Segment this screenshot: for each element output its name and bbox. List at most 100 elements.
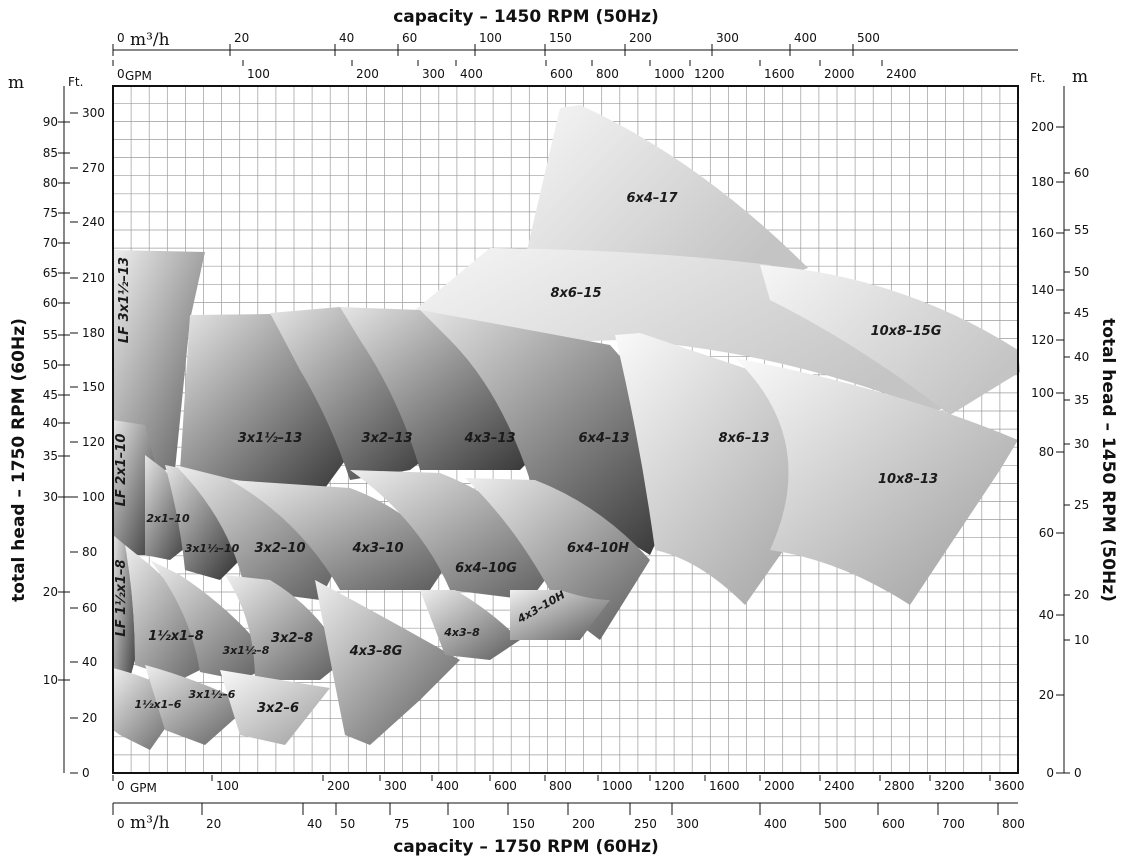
- bottom-gpm-label: 800: [549, 779, 572, 793]
- pump-label: 3x2–8: [271, 631, 313, 646]
- bottom-m3h-label: 0: [117, 817, 125, 831]
- right-ft-label: 140: [1031, 283, 1054, 297]
- right-m-label: 60: [1074, 166, 1089, 180]
- left-ft-label: 180: [82, 326, 105, 340]
- pump-label: 1½x1–6: [135, 698, 182, 711]
- right-m-label: 50: [1074, 265, 1089, 279]
- pump-regions: [113, 105, 1020, 750]
- right-ft-label: 180: [1031, 175, 1054, 189]
- left-ft-label: 300: [82, 106, 105, 120]
- right-ft-label: 100: [1031, 386, 1054, 400]
- region-4x3-13: [340, 307, 550, 470]
- left-ft-label: 270: [82, 161, 105, 175]
- region-4x3-8: [420, 590, 520, 660]
- top-m3h-label: 60: [402, 31, 417, 45]
- left-ft-label: 20: [82, 711, 97, 725]
- bottom-m3h-label: 40: [307, 817, 322, 831]
- top-m3h-label: 20: [234, 31, 249, 45]
- pump-label: LF 2x1–10: [114, 434, 129, 507]
- top-m3h-label: 40: [339, 31, 354, 45]
- title-top: capacity – 1450 RPM (50Hz): [393, 7, 659, 27]
- bottom-m3h-label: 50: [340, 817, 355, 831]
- right-ft-label: 200: [1031, 120, 1054, 134]
- plot-frame: [112, 85, 1019, 774]
- left-ft-label: 150: [82, 380, 105, 394]
- pump-label: 4x3–8G: [349, 644, 403, 659]
- bottom-gpm-label: 3600: [994, 779, 1025, 793]
- bottom-m3h-label: 500: [824, 817, 847, 831]
- bottom-m3h-label: 100: [452, 817, 475, 831]
- region-3x1-5-6: [145, 665, 250, 745]
- bottom-m3h-label: 200: [572, 817, 595, 831]
- bottom-m3h-label: 700: [942, 817, 965, 831]
- region-3x1-5-10: [165, 465, 240, 580]
- left-ft-label: 0: [82, 766, 90, 780]
- bottom-m3h-label: 250: [634, 817, 657, 831]
- left-m-label: 45: [43, 388, 58, 402]
- left-m-label: 40: [43, 416, 58, 430]
- region-10x8-15g: [760, 265, 1020, 415]
- bottom-m3h-label: 400: [764, 817, 787, 831]
- pump-label: LF 1½x1–8: [114, 559, 129, 636]
- region-4x3-10: [230, 480, 450, 590]
- region-4x3-8g: [315, 580, 460, 745]
- bottom-gpm-label: 1200: [654, 779, 685, 793]
- right-m-label: 45: [1074, 306, 1089, 320]
- right-m-label: 55: [1074, 223, 1089, 237]
- left-m-label: 10: [43, 673, 58, 687]
- pump-label: 10x8–13: [878, 472, 938, 487]
- ylabel-left: total head – 1750 RPM (60Hz): [9, 318, 29, 602]
- right-m-label: 0: [1074, 766, 1082, 780]
- unit-gpm-top: GPM: [125, 69, 152, 83]
- right-ft-label: 40: [1039, 608, 1054, 622]
- pump-label: 8x6–15: [550, 286, 601, 301]
- pump-label: 6x4–17: [626, 191, 678, 206]
- bottom-gpm-label: 1000: [602, 779, 633, 793]
- top-gpm-label: 200: [356, 67, 379, 81]
- bottom-gpm-label: 200: [327, 779, 350, 793]
- pump-label: 8x6–13: [718, 431, 769, 446]
- top-gpm-label: 1600: [764, 67, 795, 81]
- pump-label: 3x1½–8: [223, 644, 270, 657]
- bottom-gpm-label: 3200: [934, 779, 965, 793]
- right-m-label: 40: [1074, 350, 1089, 364]
- top-gpm-label: 2400: [886, 67, 917, 81]
- right-ft-label: 160: [1031, 226, 1054, 240]
- left-m-label: 70: [43, 236, 58, 250]
- unit-gpm-bottom: GPM: [130, 781, 157, 795]
- region-3x1-5-8: [150, 560, 275, 680]
- right-ft-label: 120: [1031, 333, 1054, 347]
- region-3x1-5-13: [180, 314, 360, 495]
- pump-label: 3x1½–10: [185, 542, 240, 555]
- left-ft-label: 240: [82, 215, 105, 229]
- left-m-label: 60: [43, 296, 58, 310]
- pump-label: 3x2–13: [361, 431, 412, 446]
- bottom-gpm-label: 300: [384, 779, 407, 793]
- right-ft-label: 20: [1039, 688, 1054, 702]
- top-gpm-label: 400: [460, 67, 483, 81]
- pump-label: 1½x1–8: [148, 629, 203, 644]
- pump-label: 4x3–13: [463, 431, 515, 446]
- right-ft-label: 0: [1046, 766, 1054, 780]
- left-ft-label: 120: [82, 435, 105, 449]
- left-m-label: 90: [43, 115, 58, 129]
- top-gpm-label: 2000: [824, 67, 855, 81]
- right-m-label: 20: [1074, 588, 1089, 602]
- region-3x2-10: [175, 465, 340, 600]
- region-3x2-13: [270, 307, 450, 480]
- pump-label: 3x1½–6: [189, 688, 236, 701]
- region-6x4-13: [420, 310, 690, 555]
- right-m-label: 35: [1074, 393, 1089, 407]
- bottom-gpm-label: 2400: [824, 779, 855, 793]
- bottom-gpm-label: 100: [216, 779, 239, 793]
- left-m-label: 65: [43, 266, 58, 280]
- pump-label: 4x3–8: [443, 626, 480, 639]
- top-gpm-label: 1000: [654, 67, 685, 81]
- region-lf-3x1-5-13: [113, 250, 205, 470]
- top-gpm-label: 100: [247, 67, 270, 81]
- title-bottom: capacity – 1750 RPM (60Hz): [393, 837, 659, 857]
- bottom-m3h-label: 20: [206, 817, 221, 831]
- top-m3h-label: 100: [479, 31, 502, 45]
- bottom-m3h-label: 800: [1002, 817, 1025, 831]
